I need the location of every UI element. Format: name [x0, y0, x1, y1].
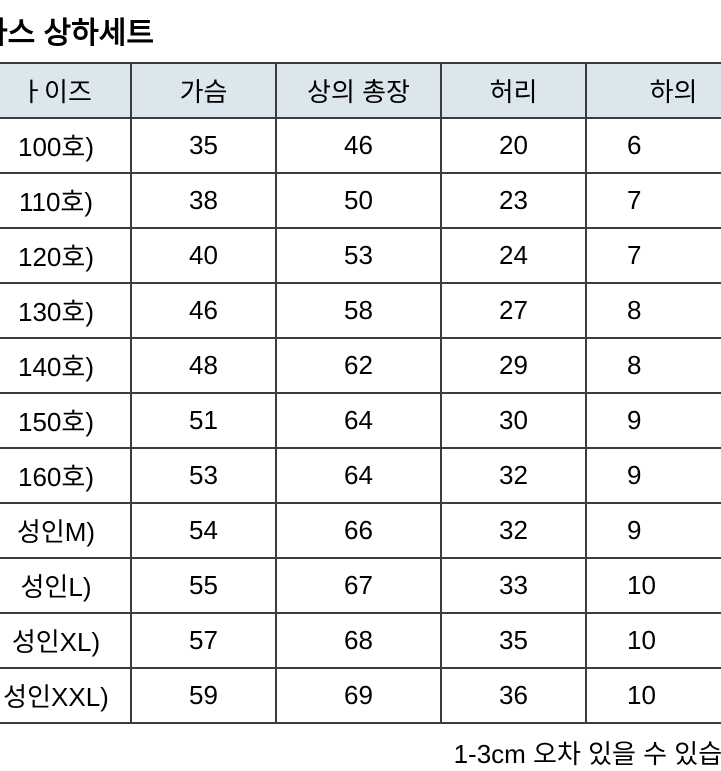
size-table: ㅏ이즈 가슴 상의 총장 허리 하의 100호)3546206110호)3850…: [0, 62, 721, 724]
table-row: 성인XL)57683510: [0, 613, 721, 668]
table-row: 130호)4658278: [0, 283, 721, 338]
cell-size: 성인XL): [0, 613, 131, 668]
cell-size: 성인M): [0, 503, 131, 558]
cell-top: 53: [276, 228, 441, 283]
cell-waist: 36: [441, 668, 586, 723]
cell-top: 64: [276, 393, 441, 448]
table-header-row: ㅏ이즈 가슴 상의 총장 허리 하의: [0, 63, 721, 118]
cell-bot: 9: [586, 503, 721, 558]
cell-bot: 8: [586, 283, 721, 338]
table-row: 성인XXL)59693610: [0, 668, 721, 723]
col-header-waist: 허리: [441, 63, 586, 118]
cell-top: 58: [276, 283, 441, 338]
cell-bot: 10: [586, 668, 721, 723]
cell-waist: 33: [441, 558, 586, 613]
cell-waist: 24: [441, 228, 586, 283]
table-row: 120호)4053247: [0, 228, 721, 283]
cell-top: 69: [276, 668, 441, 723]
cell-waist: 23: [441, 173, 586, 228]
cell-waist: 20: [441, 118, 586, 173]
cell-size: 150호): [0, 393, 131, 448]
cell-top: 62: [276, 338, 441, 393]
cell-size: 110호): [0, 173, 131, 228]
cell-waist: 32: [441, 503, 586, 558]
col-header-chest: 가슴: [131, 63, 276, 118]
table-row: 150호)5164309: [0, 393, 721, 448]
col-header-top: 상의 총장: [276, 63, 441, 118]
cell-bot: 6: [586, 118, 721, 173]
table-row: 110호)3850237: [0, 173, 721, 228]
cell-size: 160호): [0, 448, 131, 503]
cell-bot: 7: [586, 228, 721, 283]
table-row: 성인M)5466329: [0, 503, 721, 558]
cell-waist: 30: [441, 393, 586, 448]
cell-chest: 51: [131, 393, 276, 448]
cell-top: 64: [276, 448, 441, 503]
cell-chest: 59: [131, 668, 276, 723]
cell-chest: 57: [131, 613, 276, 668]
cell-bot: 10: [586, 558, 721, 613]
table-row: 100호)3546206: [0, 118, 721, 173]
cell-size: 130호): [0, 283, 131, 338]
cell-chest: 53: [131, 448, 276, 503]
cell-top: 68: [276, 613, 441, 668]
cell-size: 120호): [0, 228, 131, 283]
cell-size: 성인XXL): [0, 668, 131, 723]
cell-top: 66: [276, 503, 441, 558]
col-header-size: ㅏ이즈: [0, 63, 131, 118]
cell-size: 140호): [0, 338, 131, 393]
cell-chest: 38: [131, 173, 276, 228]
cell-top: 46: [276, 118, 441, 173]
cell-chest: 48: [131, 338, 276, 393]
cell-waist: 27: [441, 283, 586, 338]
footnote: 1-3cm 오차 있을 수 있습니다: [0, 724, 721, 771]
cell-top: 50: [276, 173, 441, 228]
cell-top: 67: [276, 558, 441, 613]
col-header-bot: 하의: [586, 63, 721, 118]
cell-chest: 40: [131, 228, 276, 283]
cell-bot: 9: [586, 393, 721, 448]
cell-bot: 7: [586, 173, 721, 228]
cell-chest: 46: [131, 283, 276, 338]
cell-chest: 55: [131, 558, 276, 613]
page-title: 다스 상하세트: [0, 0, 721, 62]
cell-bot: 9: [586, 448, 721, 503]
table-row: 성인L)55673310: [0, 558, 721, 613]
cell-waist: 35: [441, 613, 586, 668]
cell-chest: 54: [131, 503, 276, 558]
cell-size: 성인L): [0, 558, 131, 613]
cell-waist: 29: [441, 338, 586, 393]
cell-size: 100호): [0, 118, 131, 173]
cell-waist: 32: [441, 448, 586, 503]
table-row: 140호)4862298: [0, 338, 721, 393]
cell-bot: 10: [586, 613, 721, 668]
table-row: 160호)5364329: [0, 448, 721, 503]
cell-bot: 8: [586, 338, 721, 393]
cell-chest: 35: [131, 118, 276, 173]
